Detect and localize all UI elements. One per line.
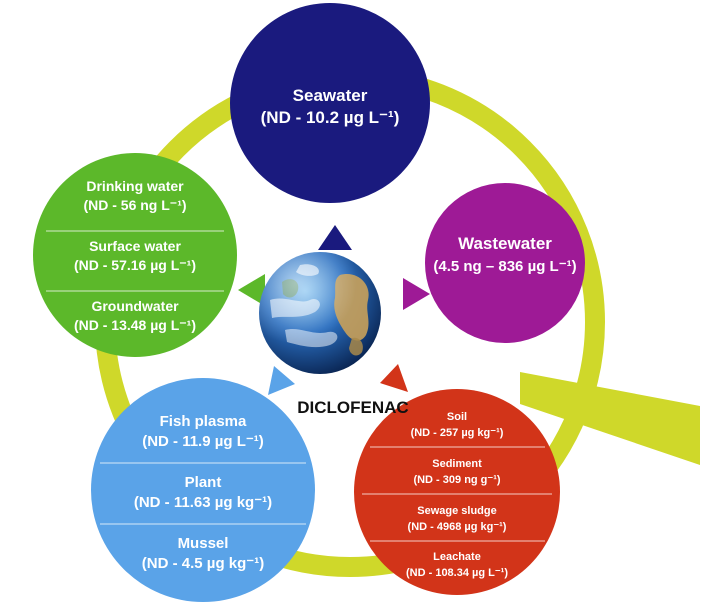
center-label: DICLOFENAC xyxy=(297,398,409,417)
wastewater-label: Wastewater xyxy=(458,234,552,253)
solids-item-range: (ND - 4968 µg kg⁻¹) xyxy=(407,521,507,533)
freshwater-item-ground: Groundwater (ND - 13.48 µg L⁻¹) xyxy=(35,297,235,335)
freshwater-item-range: (ND - 56 ng L⁻¹) xyxy=(83,197,187,213)
solids-item-sludge: Sewage sludge (ND - 4968 µg kg⁻¹) xyxy=(367,503,547,535)
arrow-right-wastewater xyxy=(403,278,430,310)
wastewater-range: (4.5 ng – 836 µg L⁻¹) xyxy=(433,258,577,275)
biota-circle xyxy=(91,378,315,602)
earth-globe-icon xyxy=(259,252,381,374)
biota-item-plant: Plant (ND - 11.63 µg kg⁻¹) xyxy=(103,473,303,513)
arrow-down-biota xyxy=(268,366,295,395)
solids-item-label: Sediment xyxy=(432,458,482,470)
solids-item-label: Leachate xyxy=(433,551,481,563)
solids-item-label: Soil xyxy=(446,411,468,423)
biota-item-mussel: Mussel (ND - 4.5 µg kg⁻¹) xyxy=(103,534,303,574)
biota-item-range: (ND - 11.63 µg kg⁻¹) xyxy=(133,494,273,511)
arrow-left-freshwater xyxy=(238,274,265,306)
freshwater-item-range: (ND - 57.16 µg L⁻¹) xyxy=(73,257,197,273)
solids-item-range: (ND - 108.34 µg L⁻¹) xyxy=(406,567,508,579)
freshwater-item-surface: Surface water (ND - 57.16 µg L⁻¹) xyxy=(35,237,235,275)
solids-circle xyxy=(354,389,560,595)
biota-dividers xyxy=(100,462,306,525)
freshwater-item-label: Drinking water xyxy=(86,178,184,194)
seawater-label: Seawater xyxy=(292,86,368,105)
biota-item-range: (ND - 4.5 µg kg⁻¹) xyxy=(141,555,265,572)
biota-item-label: Plant xyxy=(184,474,222,491)
seawater-circle xyxy=(230,3,430,203)
seawater-range: (ND - 10.2 µg L⁻¹) xyxy=(260,108,400,127)
wastewater-circle xyxy=(425,183,585,343)
freshwater-item-label: Surface water xyxy=(89,238,181,254)
solids-item-sediment: Sediment (ND - 309 ng g⁻¹) xyxy=(367,456,547,488)
solids-item-range: (ND - 309 ng g⁻¹) xyxy=(413,474,501,486)
freshwater-item-drinking: Drinking water (ND - 56 ng L⁻¹) xyxy=(35,177,235,215)
biota-item-label: Mussel xyxy=(177,535,229,552)
biota-item-range: (ND - 11.9 µg L⁻¹) xyxy=(142,433,264,450)
solids-item-range: (ND - 257 µg kg⁻¹) xyxy=(410,427,504,439)
biota-item-label: Fish plasma xyxy=(159,413,247,430)
freshwater-dividers xyxy=(46,230,224,292)
freshwater-item-label: Groundwater xyxy=(91,298,179,314)
solids-item-soil: Soil (ND - 257 µg kg⁻¹) xyxy=(367,409,547,441)
solids-item-label: Sewage sludge xyxy=(417,505,497,517)
freshwater-item-range: (ND - 13.48 µg L⁻¹) xyxy=(73,317,197,333)
seawater-node: Seawater (ND - 10.2 µg L⁻¹) xyxy=(230,85,430,129)
ring-beam xyxy=(520,372,700,465)
biota-item-fish: Fish plasma (ND - 11.9 µg L⁻¹) xyxy=(103,412,303,452)
freshwater-circle xyxy=(33,153,237,357)
wastewater-node: Wastewater (4.5 ng – 836 µg L⁻¹) xyxy=(425,232,585,278)
arrow-up-seawater xyxy=(318,225,352,250)
arrow-down-solids xyxy=(380,364,408,392)
solids-dividers xyxy=(362,446,552,542)
solids-item-leachate: Leachate (ND - 108.34 µg L⁻¹) xyxy=(367,549,547,581)
